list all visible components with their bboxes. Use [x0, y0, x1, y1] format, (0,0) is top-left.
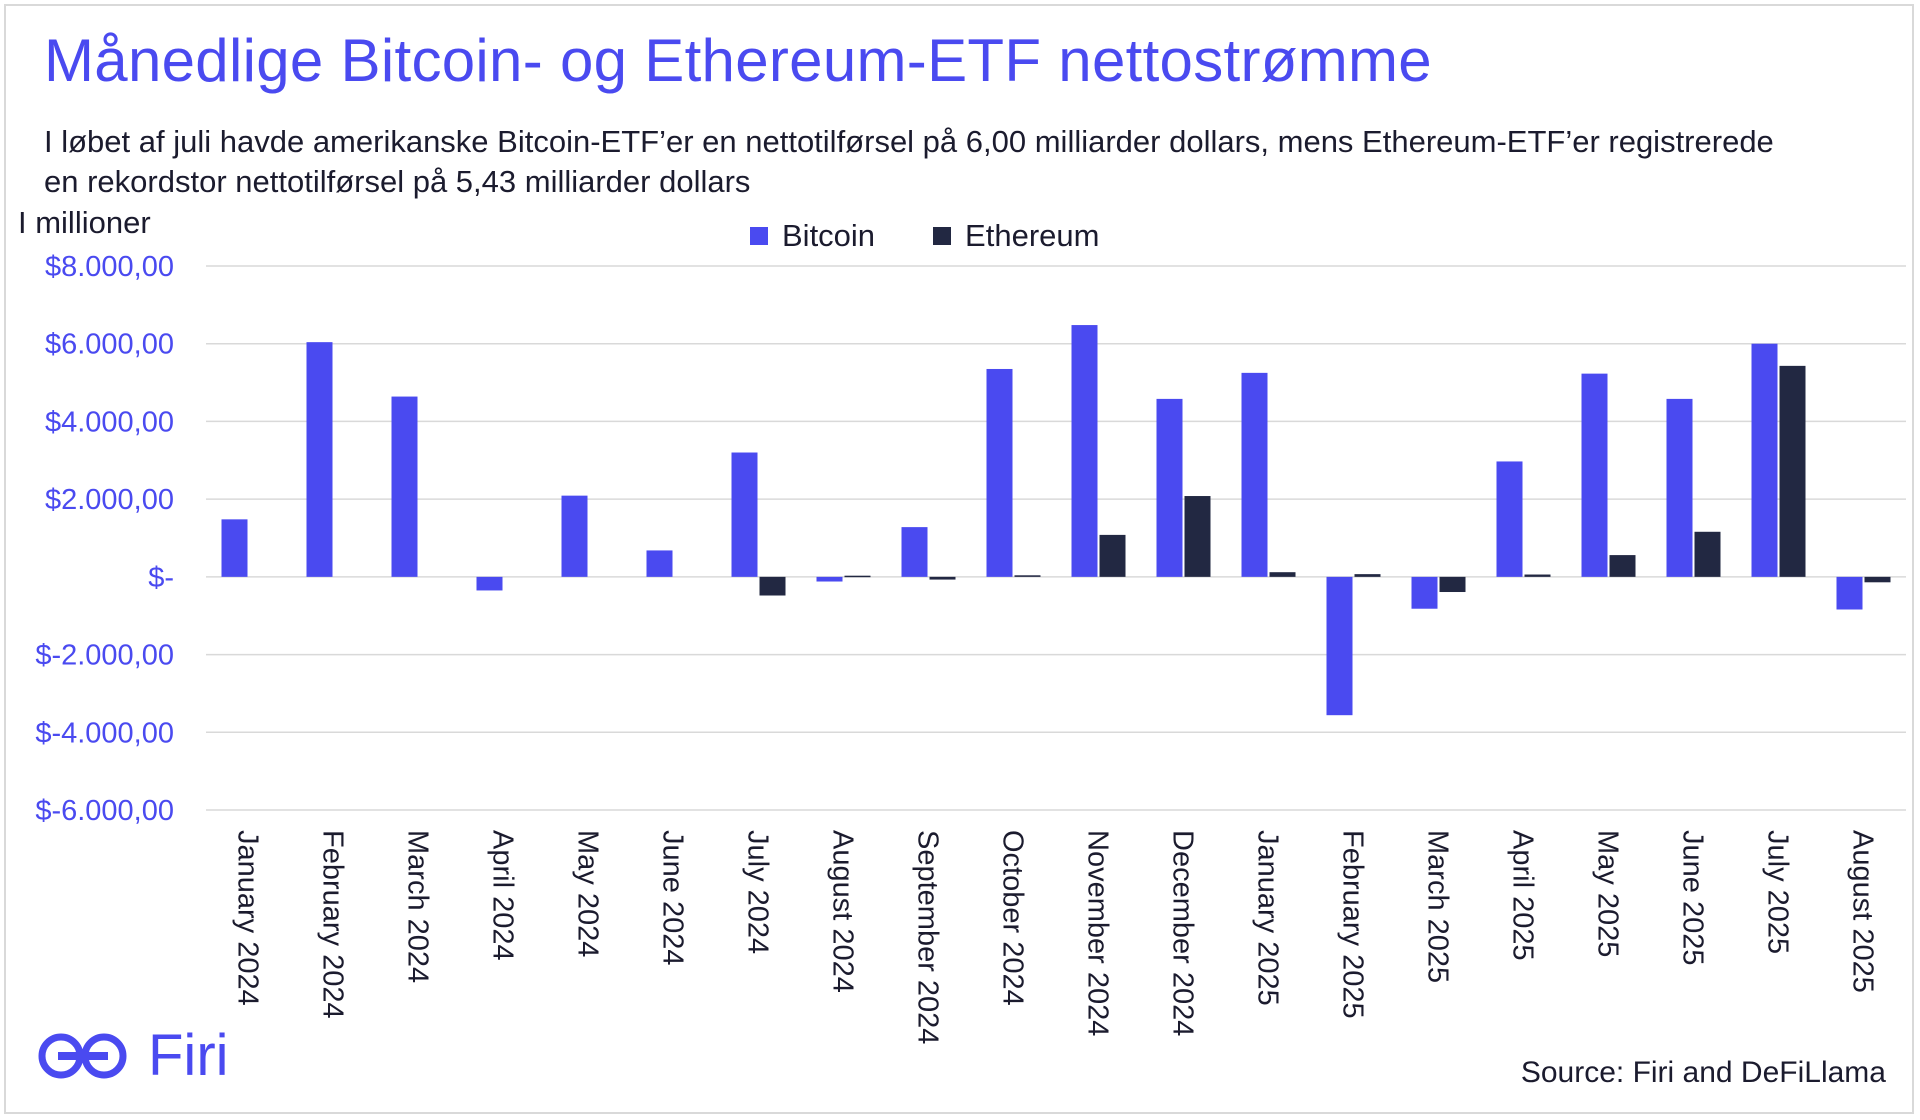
ethereum-bar: [1014, 575, 1041, 577]
y-tick-label: $-4.000,00: [35, 717, 174, 749]
x-tick-label: March 2024: [402, 830, 434, 983]
ethereum-bar: [929, 576, 956, 580]
legend-swatch-ethereum: [933, 227, 952, 245]
y-axis-unit-label: I millioner: [18, 205, 151, 240]
bitcoin-bar: [646, 550, 673, 577]
legend-label-bitcoin: Bitcoin: [782, 218, 876, 253]
source-note: Source: Firi and DeFiLlama: [1520, 1056, 1886, 1089]
y-tick-label: $8.000,00: [45, 251, 174, 283]
chart-subtitle: I løbet af juli havde amerikanske Bitcoi…: [44, 124, 1774, 199]
bitcoin-bar: [221, 519, 248, 577]
ethereum-bar: [1609, 555, 1636, 577]
firi-logo-icon: [38, 1033, 127, 1078]
x-tick-label: April 2025: [1507, 830, 1539, 961]
y-tick-label: $-6.000,00: [35, 795, 174, 827]
ethereum-bar: [844, 575, 871, 578]
ethereum-bar: [1354, 574, 1381, 577]
x-tick-label: August 2024: [827, 830, 859, 993]
bitcoin-bar: [391, 396, 418, 577]
y-tick-label: $6.000,00: [45, 329, 174, 361]
x-tick-label: April 2024: [487, 830, 519, 961]
bitcoin-bar: [1666, 398, 1693, 577]
x-tick-label: November 2024: [1082, 830, 1114, 1036]
x-tick-label: January 2025: [1252, 830, 1284, 1006]
bitcoin-bar: [1326, 576, 1353, 716]
y-tick-label: $2.000,00: [45, 484, 174, 516]
x-tick-label: February 2024: [317, 830, 349, 1019]
x-tick-label: January 2024: [232, 830, 264, 1006]
x-tick-label: June 2024: [657, 830, 689, 965]
bitcoin-bar: [1241, 372, 1268, 577]
bitcoin-bar: [1071, 325, 1098, 577]
ethereum-bar: [1184, 496, 1211, 577]
ethereum-bar: [759, 576, 786, 596]
bitcoin-bar: [1581, 373, 1608, 577]
x-tick-label: October 2024: [997, 830, 1029, 1006]
bitcoin-bar: [1751, 343, 1778, 577]
firi-logo: Firi: [36, 1022, 229, 1089]
legend-item-bitcoin: Bitcoin: [750, 218, 875, 254]
chart-frame: [4, 4, 1914, 1114]
y-tick-label: $-2.000,00: [35, 640, 174, 672]
legend: Bitcoin Ethereum: [750, 216, 1099, 256]
legend-item-ethereum: Ethereum: [933, 218, 1099, 254]
legend-label-ethereum: Ethereum: [965, 218, 1100, 253]
bitcoin-bar: [476, 576, 503, 591]
x-tick-label: June 2025: [1677, 830, 1709, 965]
bitcoin-bar: [1411, 576, 1438, 609]
bitcoin-bar: [986, 368, 1013, 577]
legend-swatch-bitcoin: [750, 227, 768, 245]
bitcoin-bar: [731, 452, 758, 577]
ethereum-bar: [1524, 574, 1551, 577]
bitcoin-bar: [561, 495, 588, 577]
chart-title: Månedlige Bitcoin- og Ethereum-ETF netto…: [44, 27, 1432, 94]
x-tick-label: September 2024: [912, 830, 944, 1044]
ethereum-bar: [1864, 576, 1891, 583]
bitcoin-bar: [816, 576, 843, 582]
firi-logo-wordmark: Firi: [148, 1023, 229, 1088]
bitcoin-bar: [1496, 461, 1523, 577]
ethereum-bar: [1694, 531, 1721, 577]
x-tick-label: July 2024: [742, 830, 774, 954]
bitcoin-bar: [306, 342, 333, 577]
bitcoin-bar: [1156, 398, 1183, 577]
x-tick-label: May 2025: [1592, 830, 1624, 957]
x-tick-label: July 2025: [1762, 830, 1794, 954]
bitcoin-bar: [1836, 576, 1863, 610]
y-tick-label: $-: [148, 562, 174, 594]
x-tick-label: February 2025: [1337, 830, 1369, 1019]
ethereum-bar: [1779, 365, 1806, 577]
x-tick-label: May 2024: [572, 830, 604, 957]
ethereum-bar: [1099, 534, 1126, 577]
ethereum-bar: [1439, 576, 1466, 593]
ethereum-bar: [1269, 572, 1296, 577]
x-tick-label: December 2024: [1167, 830, 1199, 1036]
x-tick-label: March 2025: [1422, 830, 1454, 983]
y-tick-label: $4.000,00: [45, 406, 174, 438]
x-tick-label: August 2025: [1847, 830, 1879, 993]
bitcoin-bar: [901, 527, 928, 577]
